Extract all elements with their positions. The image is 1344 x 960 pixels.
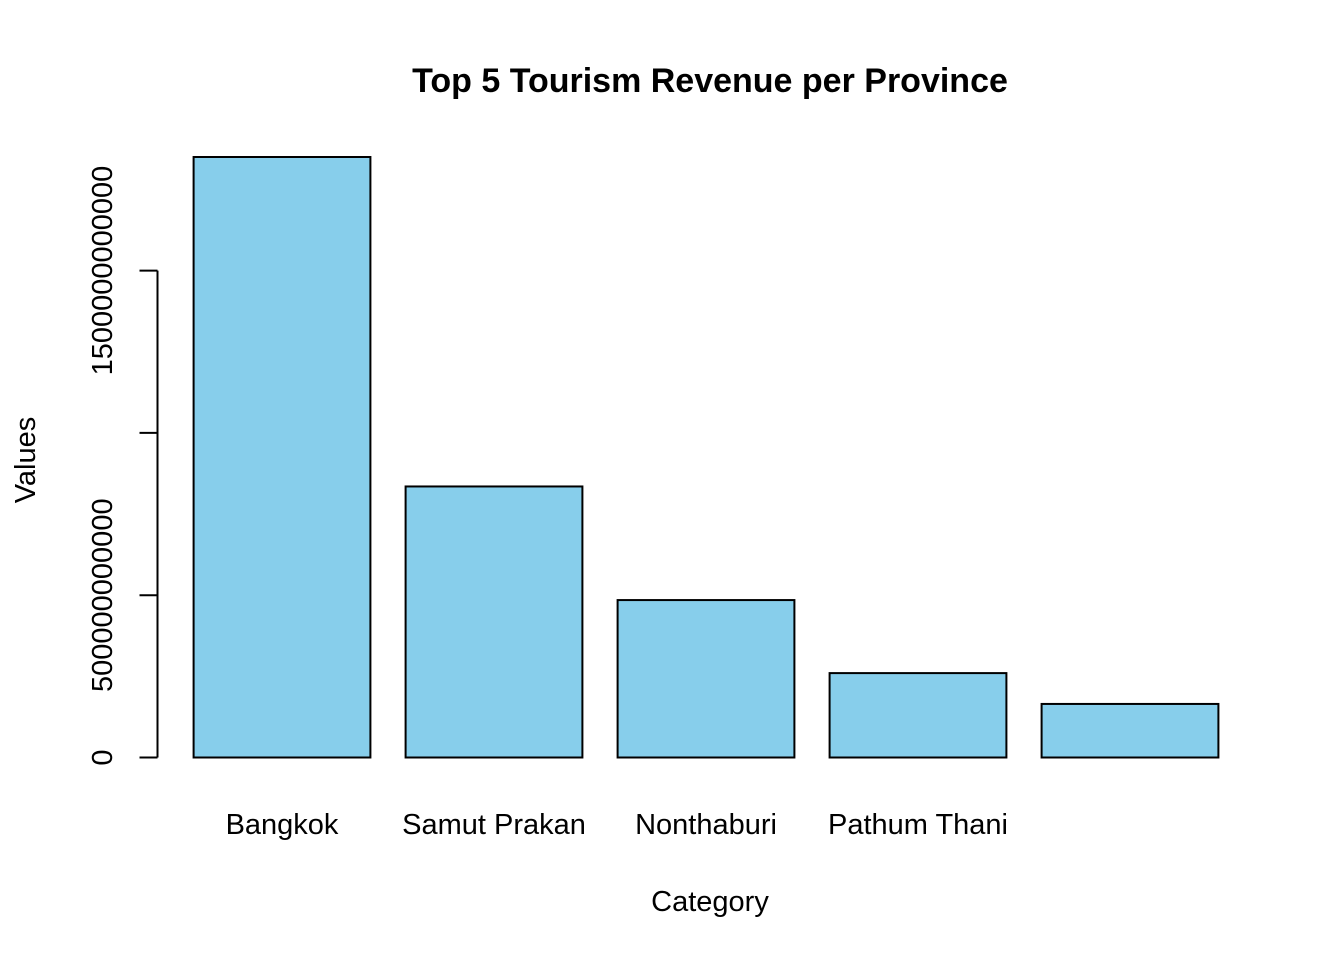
bars-group (192, 156, 1220, 759)
bar (404, 485, 584, 759)
y-axis-title: Values (10, 417, 42, 504)
x-tick-label: Bangkok (226, 809, 339, 841)
y-axis: 0 500000000000 1500000000000 (87, 166, 159, 766)
x-axis-title: Category (651, 886, 769, 918)
x-tick-label: Pathum Thani (828, 809, 1008, 841)
y-tick-label: 1500000000000 (87, 166, 119, 376)
y-tick-label: 0 (87, 749, 119, 765)
x-tick-label: Samut Prakan (402, 809, 586, 841)
x-tick-labels: Bangkok Samut Prakan Nonthaburi Pathum Than… (226, 809, 1008, 841)
bar (616, 599, 796, 759)
y-tick-label: 500000000000 (87, 498, 119, 692)
chart-title: Top 5 Tourism Revenue per Province (412, 62, 1008, 100)
x-tick-label: Nonthaburi (635, 809, 777, 841)
bar (1040, 702, 1220, 759)
bar (828, 672, 1008, 759)
bar (192, 156, 372, 759)
